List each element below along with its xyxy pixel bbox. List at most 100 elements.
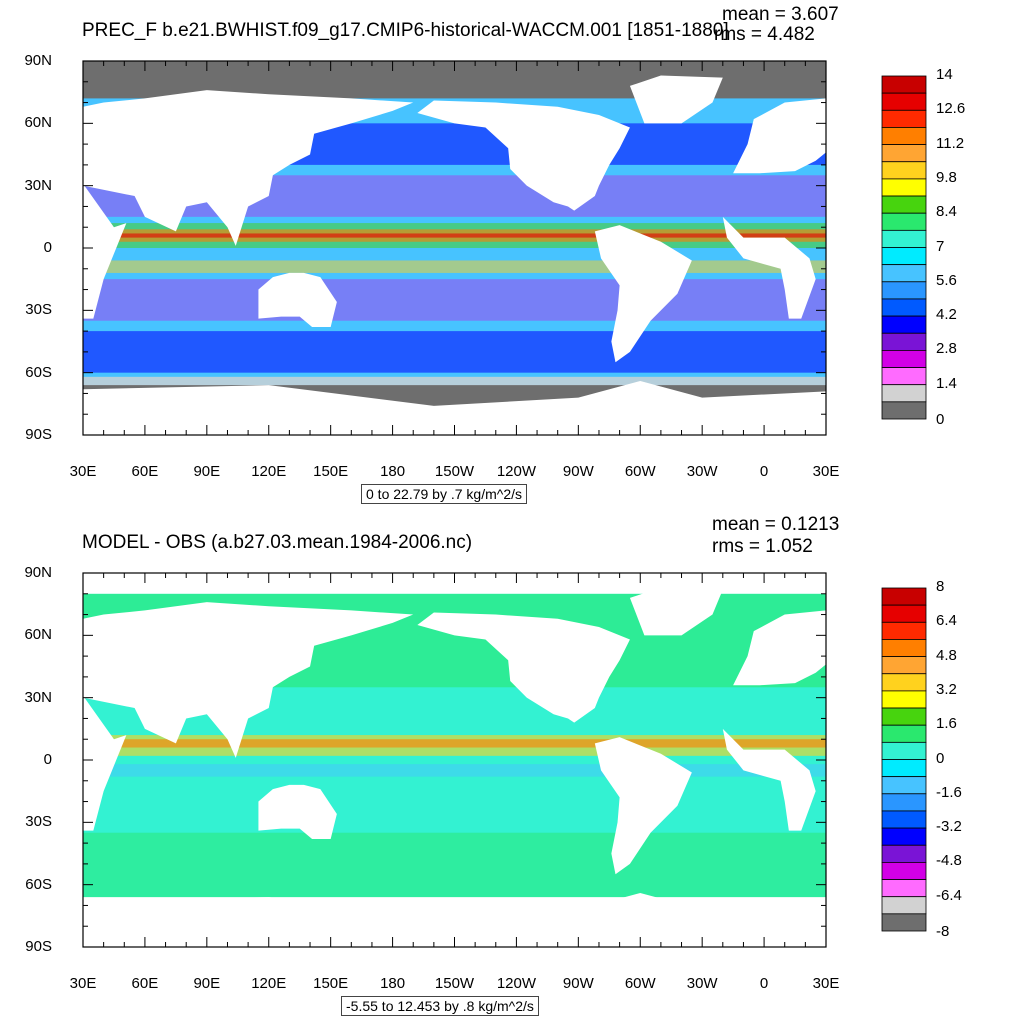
x-tick-label: 60E — [131, 463, 159, 480]
colorbar-swatch — [881, 844, 927, 863]
y-tick-label: 30N — [24, 176, 52, 194]
x-tick-label: 30E — [69, 463, 97, 480]
range-label: -5.55 to 12.453 by .8 kg/m^2/s — [341, 996, 539, 1016]
colorbar-swatch — [881, 178, 927, 197]
x-tick-label: 150W — [434, 975, 475, 992]
x-tick-label: 60W — [624, 975, 656, 992]
colorbar-swatch — [881, 212, 927, 231]
colorbar-label: 7 — [936, 237, 945, 255]
colorbar-label: 2.8 — [936, 340, 957, 358]
x-tick-label: 180 — [380, 463, 406, 480]
x-tick-label: 150E — [313, 463, 349, 480]
x-tick-label: 30E — [69, 975, 97, 992]
colorbar-swatch — [881, 621, 927, 640]
land-mask — [83, 183, 127, 319]
colorbar-swatch — [881, 92, 927, 111]
colorbar-swatch — [881, 281, 927, 300]
x-tick-label: 90W — [562, 975, 594, 992]
field-band — [83, 764, 826, 777]
colorbar-swatch — [881, 639, 927, 657]
colorbar-label: -8 — [936, 923, 950, 940]
range-label: 0 to 22.79 by .7 kg/m^2/s — [361, 484, 527, 504]
x-tick-label: 0 — [759, 975, 769, 992]
land-mask — [83, 90, 414, 246]
colorbar-swatch — [881, 367, 927, 386]
colorbar-swatch — [881, 896, 927, 915]
land-mask — [594, 225, 692, 363]
field-band — [83, 832, 826, 906]
colorbar-swatch — [881, 384, 927, 403]
precip-map-panel: PREC_F b.e21.BWHIST.f09_g17.CMIP6-histor… — [24, 4, 966, 504]
land-mask — [83, 380, 826, 435]
colorbar-swatch — [881, 707, 927, 726]
y-tick-label: 0 — [43, 751, 52, 768]
land-mask — [258, 272, 337, 327]
colorbar-swatch — [881, 690, 927, 709]
land-mask — [83, 892, 826, 947]
precip-map — [82, 60, 927, 436]
x-tick-label: 120W — [496, 463, 536, 480]
bias-map-panel: MODEL - OBS (a.b27.03.mean.1984-2006.nc)… — [0, 512, 1024, 1024]
land-mask — [258, 784, 337, 839]
colorbar-label: -6.4 — [936, 886, 962, 904]
colorbar-swatch — [881, 195, 927, 214]
y-tick-label: 30S — [25, 813, 52, 831]
colorbar-label: 8 — [936, 578, 945, 595]
colorbar-swatch — [881, 673, 927, 692]
field-band — [83, 331, 826, 373]
y-tick-label: 60N — [24, 626, 52, 644]
x-tick-label: 120E — [251, 463, 287, 480]
x-tick-label: 30E — [812, 463, 840, 480]
colorbar-swatch — [881, 879, 927, 898]
colorbar-swatch — [881, 741, 927, 760]
x-tick-label: 180 — [380, 975, 406, 992]
land-mask — [722, 728, 816, 831]
field-band — [83, 739, 826, 748]
colorbar-swatch — [881, 298, 927, 317]
y-tick-label: 0 — [43, 239, 52, 256]
y-tick-label: 60S — [25, 875, 52, 893]
colorbar-label: 0 — [936, 411, 945, 428]
rms-label: rms = 1.052 — [712, 536, 813, 557]
colorbar-label: 8.4 — [936, 203, 957, 221]
land-mask — [733, 610, 826, 686]
colorbar-swatch — [881, 247, 927, 266]
field-band — [83, 260, 826, 273]
x-tick-label: 60E — [131, 975, 159, 992]
y-tick-label: 30N — [24, 688, 52, 706]
plot-title: PREC_F b.e21.BWHIST.f09_g17.CMIP6-histor… — [82, 20, 729, 41]
colorbar-swatch — [881, 349, 927, 368]
x-tick-label: 30E — [812, 975, 840, 992]
colorbar-label: 5.6 — [936, 271, 957, 289]
colorbar-label: 0 — [936, 749, 945, 767]
x-tick-label: 90E — [193, 463, 221, 480]
land-mask — [629, 587, 723, 636]
y-tick-label: 30S — [25, 301, 52, 319]
field-band — [83, 279, 826, 321]
colorbar-swatch — [881, 109, 927, 128]
colorbar-swatch — [881, 776, 927, 795]
x-tick-label: 90E — [193, 975, 221, 992]
x-tick-label: 150E — [313, 975, 349, 992]
colorbar-swatch — [881, 75, 927, 94]
colorbar-swatch — [881, 656, 927, 675]
y-tick-label: 90S — [25, 938, 52, 955]
bias-map — [82, 572, 927, 948]
colorbar-swatch — [881, 913, 927, 932]
colorbar-label: 6.4 — [936, 612, 957, 630]
land-mask — [83, 602, 414, 758]
y-tick-label: 60S — [25, 363, 52, 381]
colorbar-label: 11.2 — [936, 134, 965, 152]
colorbar-swatch — [881, 161, 927, 180]
colorbar-label: 1.6 — [936, 715, 957, 733]
colorbar-swatch — [881, 229, 927, 248]
colorbar-label: 12.6 — [936, 100, 966, 118]
mean-label: mean = 3.607 — [722, 4, 839, 25]
x-tick-label: 30W — [686, 463, 718, 480]
land-mask — [594, 737, 692, 875]
y-tick-label: 60N — [24, 114, 52, 132]
land-mask — [83, 695, 127, 831]
colorbar-label: -1.6 — [936, 783, 962, 801]
colorbar-swatch — [881, 144, 927, 163]
x-tick-label: 150W — [434, 463, 475, 480]
